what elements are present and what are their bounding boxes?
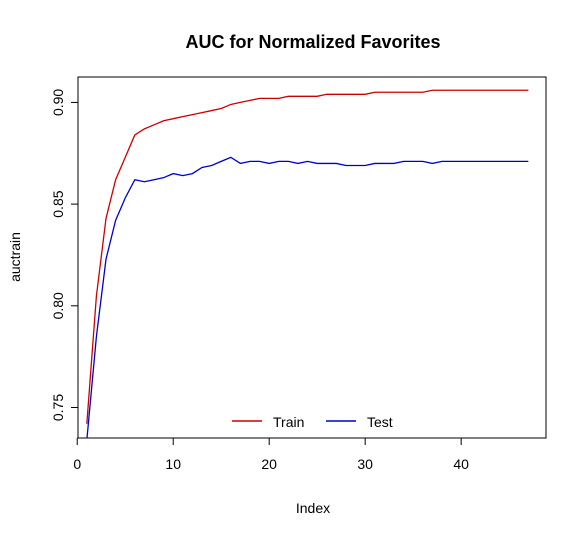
x-tick-label: 10 <box>165 456 181 472</box>
series-lines <box>86 89 529 438</box>
plot-box <box>77 76 547 439</box>
y-tick-label: 0.85 <box>50 190 66 217</box>
legend-label-train: Train <box>273 414 304 430</box>
series-line-test <box>86 156 529 438</box>
y-axis-label: auctrain <box>7 232 23 282</box>
y-tick-label: 0.75 <box>50 394 66 421</box>
legend: Train Test <box>232 414 393 430</box>
x-axis: 0 10 20 30 40 <box>73 437 469 472</box>
legend-label-test: Test <box>367 414 393 430</box>
x-tick-label: 20 <box>261 456 277 472</box>
x-axis-label: Index <box>296 500 330 516</box>
x-tick-label: 40 <box>453 456 469 472</box>
series-line-train <box>86 89 529 424</box>
y-axis: 0.75 0.80 0.85 0.90 <box>50 89 79 421</box>
chart-title: AUC for Normalized Favorites <box>185 32 440 52</box>
y-tick-label: 0.80 <box>50 292 66 319</box>
y-tick-label: 0.90 <box>50 89 66 116</box>
x-tick-label: 0 <box>73 456 81 472</box>
x-tick-label: 30 <box>357 456 373 472</box>
